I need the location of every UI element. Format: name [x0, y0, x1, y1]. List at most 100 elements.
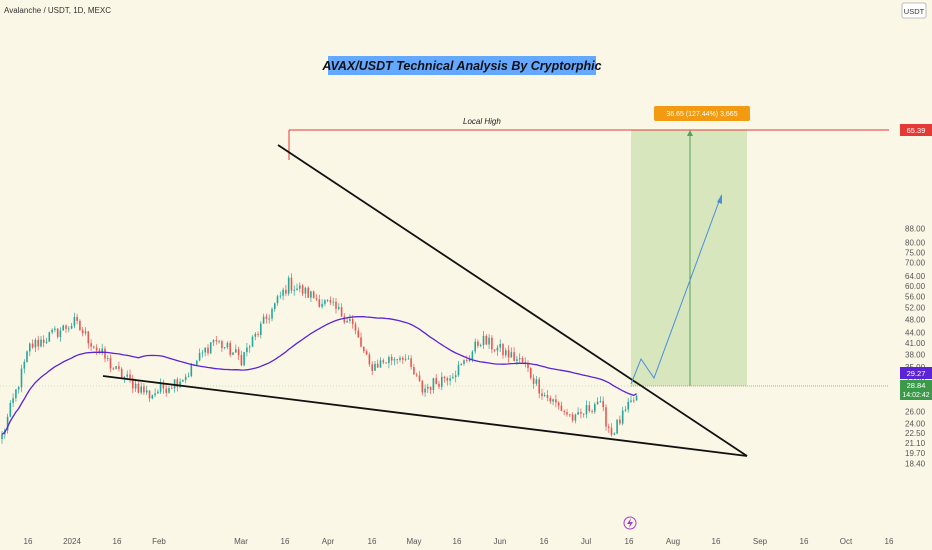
- target-zone-rect: [631, 130, 747, 386]
- candle-body: [312, 291, 315, 299]
- candle-body: [282, 289, 284, 296]
- y-tick-label: 70.00: [905, 259, 926, 268]
- candle-body: [165, 388, 167, 393]
- candle-body: [101, 348, 103, 352]
- candle-body: [42, 339, 45, 343]
- candle-body: [70, 325, 73, 329]
- candle-body: [582, 413, 585, 415]
- candle-body: [315, 298, 318, 300]
- projection-path: [630, 195, 722, 385]
- candle-body: [257, 333, 259, 335]
- y-tick-label: 64.00: [905, 272, 926, 281]
- target-zone-arrowhead: [687, 130, 693, 136]
- candle-body: [190, 364, 193, 376]
- candle-body: [84, 331, 87, 334]
- candle-body: [435, 378, 437, 384]
- candle-body: [577, 412, 579, 415]
- candle-body: [140, 386, 142, 393]
- candle-body: [538, 379, 540, 394]
- candle-body: [118, 366, 120, 369]
- candle-body: [535, 379, 538, 384]
- candle-body: [332, 301, 334, 303]
- candle-body: [321, 303, 323, 307]
- x-tick-label: Apr: [322, 537, 335, 546]
- time-axis[interactable]: 16 2024 16 Feb Mar 16 Apr 16 May 16 Jun 16 Jul 16 Aug 1…: [24, 537, 894, 546]
- candle-body: [56, 328, 59, 337]
- candle-body: [608, 426, 610, 428]
- candle-body: [262, 316, 265, 324]
- x-tick-label: 2024: [63, 537, 81, 546]
- candle-body: [610, 427, 613, 435]
- candle-body: [479, 345, 482, 346]
- candle-body: [265, 316, 268, 319]
- x-tick-label: Feb: [152, 537, 166, 546]
- candle-body: [299, 285, 301, 289]
- candle-body: [9, 403, 12, 417]
- candle-body: [413, 367, 415, 375]
- y-tick-label: 26.00: [905, 407, 926, 416]
- candle-body: [452, 377, 454, 379]
- y-tick-label: 56.00: [905, 292, 926, 301]
- candle-body: [157, 391, 159, 394]
- candle-body: [184, 376, 187, 381]
- candle-body: [198, 352, 201, 361]
- candle-body: [516, 359, 518, 361]
- lightning-icon[interactable]: [623, 516, 637, 530]
- candle-body: [429, 386, 432, 390]
- x-tick-label: Sep: [753, 537, 768, 546]
- candle-body: [310, 291, 312, 298]
- y-tick-label: 22.50: [905, 429, 926, 438]
- candle-body: [599, 401, 602, 402]
- candle-body: [360, 337, 362, 347]
- x-tick-label: 16: [24, 537, 33, 546]
- candle-body: [513, 352, 515, 361]
- candle-body: [530, 368, 532, 378]
- candle-body: [154, 393, 156, 396]
- y-tick-label: 24.00: [905, 420, 926, 429]
- candle-body: [616, 419, 618, 434]
- x-tick-label: Mar: [234, 537, 248, 546]
- candle-body: [240, 355, 243, 366]
- candle-body: [254, 333, 257, 337]
- candle-body: [48, 332, 51, 342]
- candle-body: [365, 351, 368, 355]
- candle-body: [585, 405, 588, 415]
- candle-body: [168, 388, 170, 393]
- candle-body: [457, 364, 460, 376]
- candle-body: [460, 364, 462, 365]
- candle-body: [279, 295, 282, 297]
- candle-body: [580, 412, 582, 414]
- candle-body: [630, 400, 632, 402]
- candle-body: [235, 349, 237, 353]
- candle-body: [438, 383, 440, 387]
- candle-body: [385, 362, 387, 364]
- candle-body: [285, 289, 287, 294]
- candle-body: [602, 401, 604, 408]
- candle-body: [510, 352, 513, 358]
- candle-body: [399, 357, 401, 360]
- x-tick-label: 16: [712, 537, 721, 546]
- candle-body: [90, 343, 92, 347]
- candle-body: [543, 395, 546, 396]
- candle-body: [54, 328, 56, 330]
- projection-arrowhead: [717, 194, 722, 204]
- candle-body: [424, 388, 426, 393]
- candle-body: [443, 376, 446, 379]
- candle-body: [15, 389, 17, 399]
- candle-body: [196, 360, 198, 366]
- currency-badge[interactable]: [901, 2, 927, 19]
- y-tick-label: 80.00: [905, 239, 926, 248]
- candle-body: [624, 409, 627, 411]
- candle-body: [326, 300, 329, 301]
- candle-body: [633, 400, 635, 402]
- target-label: 36.65 (127.44%) 3,665: [666, 111, 737, 118]
- candle-body: [274, 303, 276, 309]
- candle-body: [569, 414, 571, 416]
- candle-body: [143, 386, 145, 393]
- x-tick-label: Jul: [581, 537, 591, 546]
- candle-body: [293, 289, 295, 291]
- candle-body: [507, 350, 510, 358]
